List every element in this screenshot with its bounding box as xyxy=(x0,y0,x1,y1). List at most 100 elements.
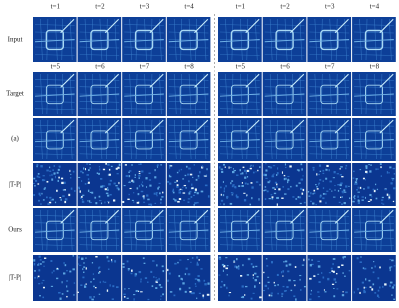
error-speck xyxy=(158,186,160,188)
error-speck xyxy=(288,263,292,266)
error-speck xyxy=(241,285,244,288)
error-speck xyxy=(196,261,198,264)
error-speck xyxy=(328,272,331,274)
heatmap-street xyxy=(309,146,350,148)
error-speck xyxy=(95,202,98,205)
heatmap-street xyxy=(168,39,209,41)
heatmap-road xyxy=(149,18,164,34)
heatmap-street xyxy=(335,119,338,160)
image-cell xyxy=(218,17,262,62)
error-speck xyxy=(137,290,140,292)
error-speck xyxy=(263,271,265,274)
error-speck xyxy=(240,173,242,175)
error-speck xyxy=(282,270,285,273)
error-speck xyxy=(78,256,80,259)
error-speck xyxy=(274,181,277,184)
heatmap-street xyxy=(34,222,75,224)
error-speck xyxy=(393,173,396,175)
error-speck xyxy=(140,291,143,293)
error-speck xyxy=(41,192,43,195)
error-speck xyxy=(107,268,110,270)
error-speck xyxy=(276,197,278,200)
error-speck xyxy=(319,179,322,181)
heatmap-street xyxy=(354,229,394,232)
heatmap-street xyxy=(264,222,305,224)
heatmap-street xyxy=(34,54,75,56)
error-speck xyxy=(181,188,183,191)
heatmap-road xyxy=(79,39,120,43)
heatmap-street xyxy=(264,93,305,96)
heatmap-road xyxy=(290,119,305,134)
error-speck xyxy=(252,171,255,174)
heatmap-street xyxy=(309,86,350,88)
error-speck xyxy=(363,267,367,270)
heatmap-road xyxy=(245,18,260,34)
error-speck xyxy=(105,192,109,195)
heatmap-street xyxy=(188,209,192,251)
error-speck xyxy=(376,188,379,191)
error-speck xyxy=(373,189,376,193)
error-speck xyxy=(357,287,359,291)
row-label: Input xyxy=(8,36,23,44)
error-speck xyxy=(183,184,187,187)
error-speck xyxy=(151,285,154,288)
error-speck xyxy=(343,189,346,192)
heatmap-street xyxy=(309,244,350,246)
error-speck xyxy=(310,293,312,296)
error-speck xyxy=(246,194,248,196)
heatmap-road xyxy=(149,209,164,224)
error-speck xyxy=(64,200,67,204)
heatmap-road xyxy=(34,39,75,43)
error-speck xyxy=(265,163,267,165)
error-speck xyxy=(176,186,179,188)
error-speck xyxy=(266,265,269,267)
error-speck xyxy=(295,198,298,200)
image-cell xyxy=(77,208,122,252)
error-speck xyxy=(352,177,355,179)
error-speck xyxy=(333,196,336,198)
error-speck xyxy=(200,190,204,193)
error-speck xyxy=(222,194,225,197)
heatmap-road xyxy=(168,139,209,143)
heatmap-street xyxy=(380,209,383,251)
heatmap-street xyxy=(55,119,58,160)
error-speck xyxy=(380,166,382,169)
error-speck xyxy=(73,282,76,284)
heatmap-street xyxy=(124,222,164,224)
heatmap-street xyxy=(264,229,305,232)
error-speck xyxy=(185,267,188,270)
error-speck xyxy=(129,180,131,182)
error-speck xyxy=(252,292,255,294)
error-speck xyxy=(49,196,52,199)
error-speck xyxy=(106,256,109,259)
error-speck xyxy=(311,263,314,266)
error-speck xyxy=(153,192,156,195)
heatmap-road xyxy=(104,119,120,134)
error-speck xyxy=(336,272,338,275)
error-speck xyxy=(140,278,142,281)
error-speck xyxy=(345,167,347,170)
error-speck xyxy=(42,178,44,181)
heatmap-street xyxy=(106,18,108,61)
heatmap-street xyxy=(354,222,394,224)
heatmap-street xyxy=(354,146,394,148)
error-speck xyxy=(252,265,255,268)
error-speck xyxy=(321,272,323,274)
error-speck xyxy=(69,270,72,273)
error-speck xyxy=(282,186,284,188)
heatmap-street xyxy=(46,209,49,251)
error-speck xyxy=(201,165,203,168)
error-bg xyxy=(77,255,122,301)
error-speck xyxy=(49,170,52,172)
error-speck xyxy=(356,257,359,260)
error-speck xyxy=(287,180,289,183)
error-speck xyxy=(187,173,190,176)
error-speck xyxy=(292,196,295,198)
image-cell xyxy=(166,255,211,301)
heatmap-street xyxy=(335,18,338,61)
heatmap-road xyxy=(334,18,349,34)
time-label: t=3 xyxy=(140,3,150,11)
heatmap-road xyxy=(379,209,394,224)
error-speck xyxy=(177,200,180,203)
error-speck xyxy=(162,270,165,273)
